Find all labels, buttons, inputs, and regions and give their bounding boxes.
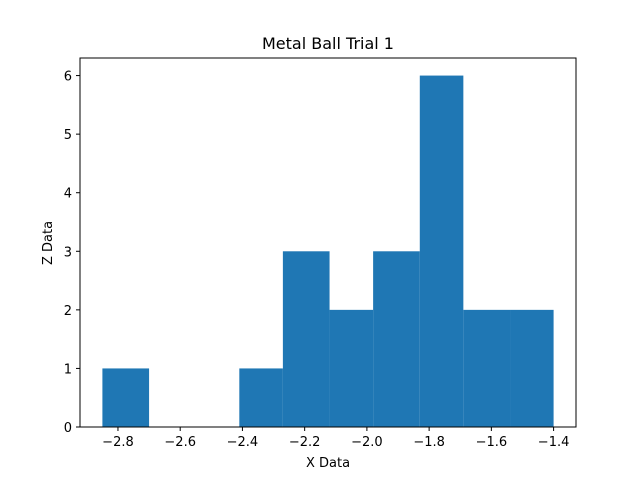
x-tick-label: −2.8 — [102, 435, 134, 450]
histogram-bar-7 — [419, 75, 464, 427]
x-tick-label: −2.2 — [289, 435, 321, 450]
x-tick-label: −1.8 — [413, 435, 445, 450]
x-tick-label: −1.4 — [538, 435, 570, 450]
y-tick-label: 6 — [64, 70, 72, 85]
x-tick-label: −2.0 — [351, 435, 383, 450]
x-tick-label: −1.6 — [476, 435, 508, 450]
x-tick-label: −2.4 — [227, 435, 259, 450]
y-tick-label: 2 — [64, 304, 72, 319]
x-axis-label: X Data — [306, 456, 350, 471]
histogram-bar-0 — [102, 368, 150, 427]
histogram-bar-5 — [329, 309, 374, 427]
y-tick-label: 3 — [64, 245, 72, 260]
x-tick-label: −2.6 — [164, 435, 196, 450]
chart-title: Metal Ball Trial 1 — [262, 34, 394, 53]
y-tick-label: 4 — [64, 187, 72, 202]
y-ticks-group: 0 1 2 3 4 5 6 — [64, 70, 80, 436]
y-axis-label: Z Data — [41, 221, 56, 265]
histogram-bar-3 — [239, 368, 283, 427]
plot-frame — [79, 57, 577, 428]
histogram-bar-4 — [282, 251, 330, 427]
bars-group — [102, 75, 554, 427]
y-tick-label: 5 — [64, 128, 72, 143]
histogram-bar-9 — [510, 309, 554, 427]
y-tick-label: 0 — [64, 421, 72, 436]
y-tick-label: 1 — [64, 362, 72, 377]
histogram-bar-6 — [373, 251, 420, 427]
x-ticks-group: −2.8 −2.6 −2.4 −2.2 −2.0 −1.8 −1.6 −1.4 — [102, 427, 569, 450]
histogram-bar-8 — [463, 309, 511, 427]
